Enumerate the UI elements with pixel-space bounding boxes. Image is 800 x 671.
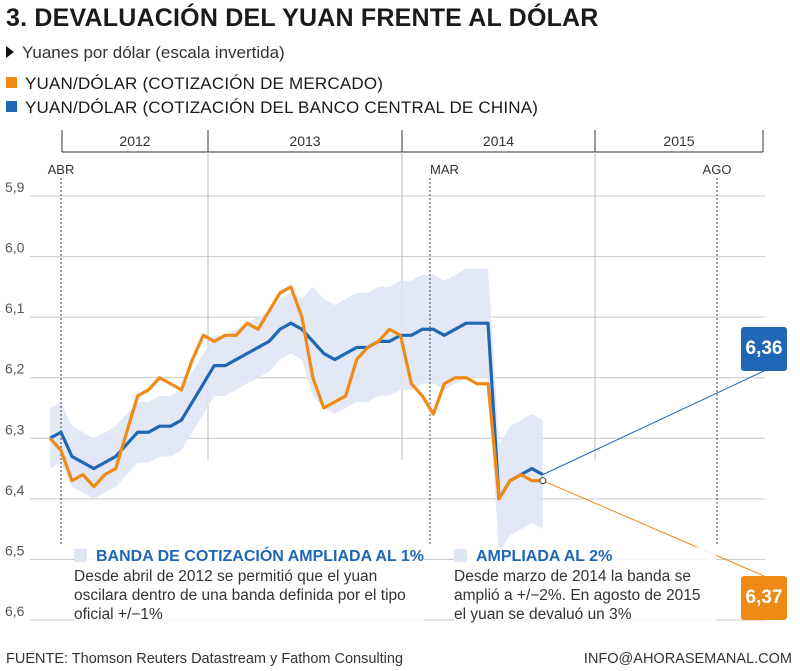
- subtitle-text: Yuanes por dólar (escala invertida): [22, 43, 285, 62]
- source-footer: FUENTE: Thomson Reuters Datastream y Fat…: [6, 651, 404, 667]
- y-tick-label: 6,0: [5, 240, 25, 256]
- band-note-2pct: AMPLIADA AL 2% Desde marzo de 2014 la ba…: [454, 547, 716, 624]
- marker-label: ABR: [48, 162, 75, 177]
- band-note-1pct-text: Desde abril de 2012 se permitió que el y…: [74, 568, 406, 623]
- y-tick-label: 6,1: [5, 300, 25, 316]
- year-label: 2012: [119, 133, 150, 149]
- fluctuation-band: [50, 268, 543, 554]
- legend-swatch-market: [6, 77, 17, 88]
- band-note-2pct-text: Desde marzo de 2014 la banda se amplió a…: [454, 568, 701, 623]
- callout-market-value: 6,37: [741, 576, 787, 620]
- callout-connector-central-bank: [542, 370, 765, 476]
- y-tick-label: 5,9: [5, 179, 25, 195]
- band-note-1pct-title: BANDA DE COTIZACIÓN AMPLIADA AL 1%: [96, 548, 424, 565]
- y-tick-label: 6,4: [5, 482, 25, 498]
- legend-label-market: YUAN/DÓLAR (COTIZACIÓN DE MERCADO): [25, 74, 384, 93]
- series-line-central-bank: [49, 321, 544, 501]
- y-tick-label: 6,3: [5, 421, 25, 437]
- year-label: 2015: [663, 133, 694, 149]
- y-tick-label: 6,5: [5, 542, 25, 558]
- marker-label: MAR: [430, 162, 459, 177]
- chart-title: 3. DEVALUACIÓN DEL YUAN FRENTE AL DÓLAR: [6, 4, 599, 32]
- legend-swatch-central-bank: [6, 101, 17, 112]
- legend-market: YUAN/DÓLAR (COTIZACIÓN DE MERCADO): [6, 74, 383, 94]
- series-line-market: [48, 285, 543, 501]
- y-tick-label: 6,6: [5, 603, 25, 619]
- contact-email: INFO@AHORASEMANAL.COM: [583, 651, 792, 667]
- year-label: 2014: [483, 133, 514, 149]
- band-note-2pct-title: AMPLIADA AL 2%: [476, 548, 613, 565]
- triangle-icon: [6, 46, 14, 58]
- band-note-1pct-title-row: BANDA DE COTIZACIÓN AMPLIADA AL 1%: [74, 547, 424, 566]
- callout-connector-market: [542, 480, 765, 577]
- band-note-1pct: BANDA DE COTIZACIÓN AMPLIADA AL 1% Desde…: [74, 547, 424, 624]
- y-tick-label: 6,2: [5, 361, 25, 377]
- year-label: 2013: [289, 133, 320, 149]
- end-point-marker: [539, 477, 547, 485]
- chart-subtitle: Yuanes por dólar (escala invertida): [6, 43, 285, 63]
- legend-label-central-bank: YUAN/DÓLAR (COTIZACIÓN DEL BANCO CENTRAL…: [25, 98, 539, 117]
- band-note-2pct-title-row: AMPLIADA AL 2%: [454, 547, 716, 566]
- legend-central-bank: YUAN/DÓLAR (COTIZACIÓN DEL BANCO CENTRAL…: [6, 98, 538, 118]
- band-swatch-icon: [454, 549, 467, 562]
- band-swatch-icon: [74, 549, 87, 562]
- callout-central-bank-value: 6,36: [741, 327, 787, 371]
- marker-label: AGO: [703, 162, 732, 177]
